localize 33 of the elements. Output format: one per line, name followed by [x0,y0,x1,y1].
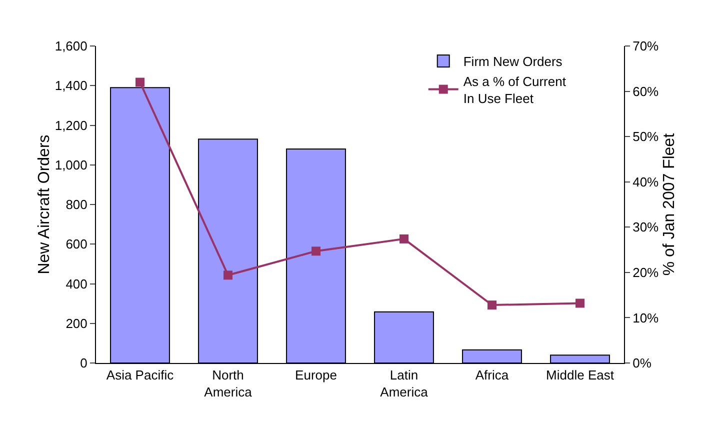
y2-tick-label: 10% [632,310,660,326]
y-tick-label: 1,600 [54,38,88,54]
y2-tick-label: 40% [632,174,660,190]
y-tick-label: 200 [66,316,88,331]
y2-tick-label: 70% [632,38,660,54]
y-tick-label: 800 [66,197,88,212]
y-tick-label: 1,400 [54,78,88,94]
x-tick-label: Europe [295,368,337,383]
x-tick-label: North America [204,368,253,400]
y-tick-label: 400 [66,276,88,292]
legend-label: Firm New Orders [463,54,563,70]
y2-axis-title: % of Jan 2007 Fleet [661,132,678,276]
point [400,234,408,244]
x-tick-label: Africa [475,368,510,383]
y2-tick-label: 0% [632,356,652,371]
point [312,246,320,256]
y-tick-label: 600 [66,236,88,252]
y2-tick-label: 30% [632,220,660,235]
y-tick-label: 0 [80,356,88,371]
y-axis-title: New Aircraft Orders [36,134,53,274]
y-tick-label: 1,000 [54,157,88,172]
legend-label: As a % of Current In Use Fleet [463,74,566,106]
y-tick-label: 1,200 [54,118,88,133]
point [488,300,496,310]
point [224,270,232,280]
y2-tick-label: 50% [632,129,660,144]
x-tick-label: Latin America [380,368,429,400]
point [136,78,144,87]
y2-tick-label: 20% [632,264,660,280]
x-tick-label: Asia Pacific [106,368,174,383]
y2-tick-label: 60% [632,84,660,99]
x-tick-label: Middle East [546,368,614,383]
point [576,298,584,308]
